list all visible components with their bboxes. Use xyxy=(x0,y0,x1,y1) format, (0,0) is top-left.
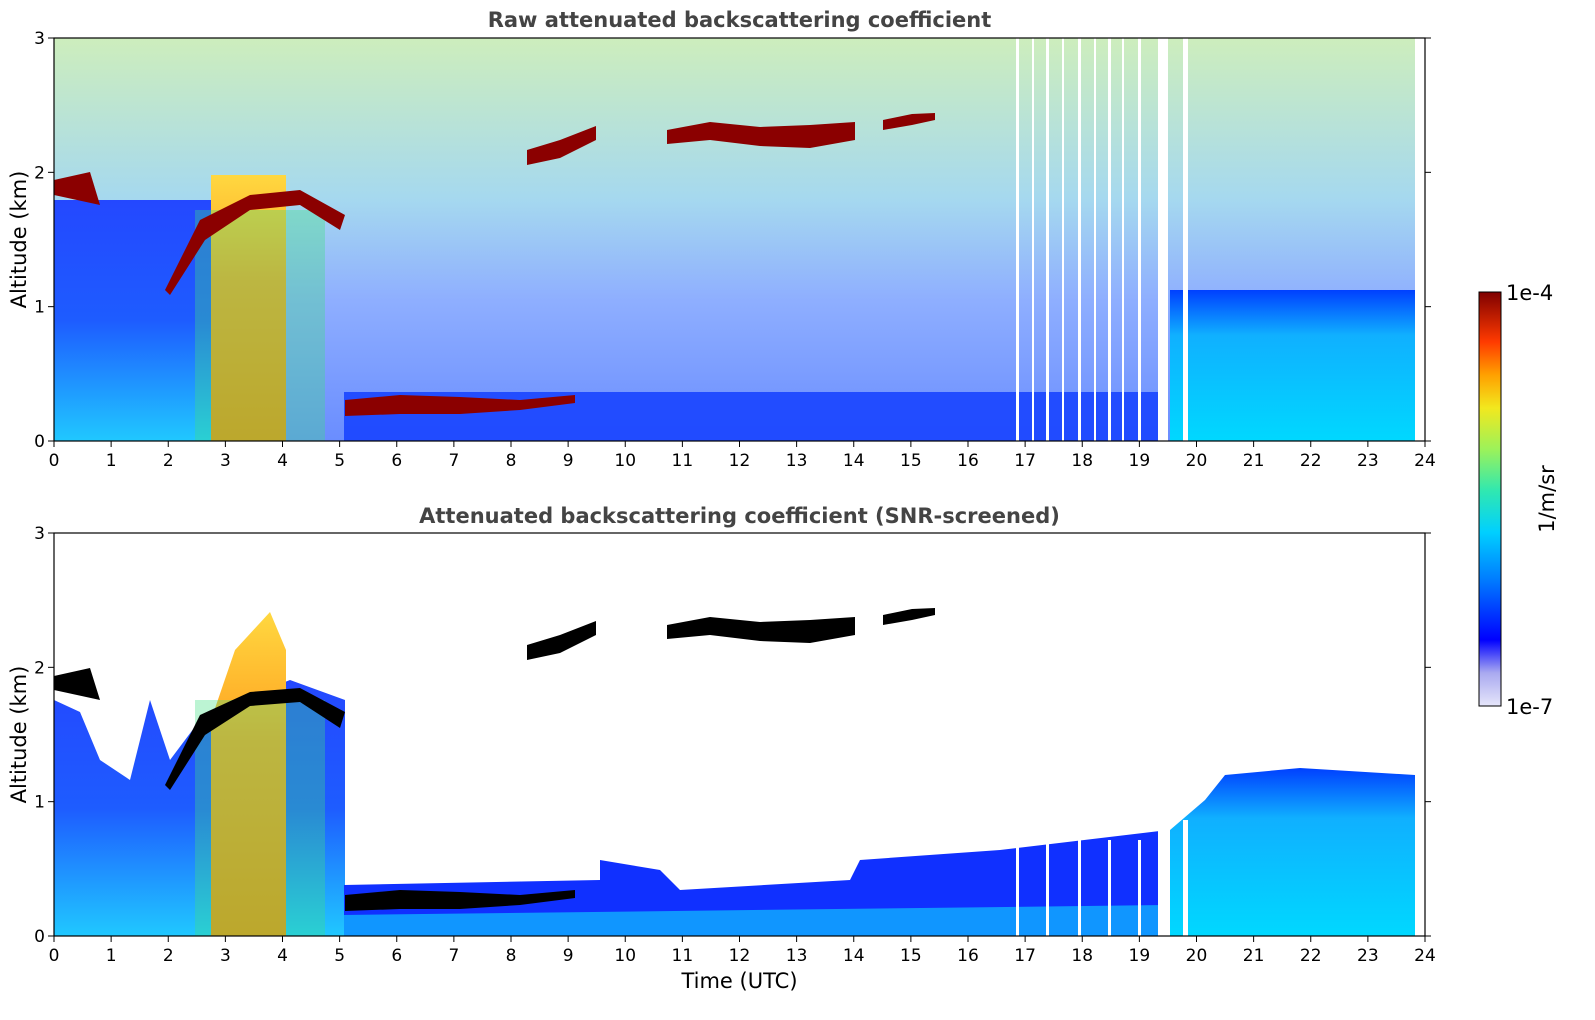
panel-screened-xtick-label: 24 xyxy=(1414,946,1436,966)
panel-raw-xtick-label: 24 xyxy=(1414,451,1436,471)
colorbar-min-label: 1e-7 xyxy=(1506,695,1553,719)
panel-screened-xtick-label: 9 xyxy=(563,946,574,966)
panel-raw-plume-halo xyxy=(195,210,325,441)
panel-raw-xtick-label: 23 xyxy=(1357,451,1379,471)
panel-raw-yticks: 0 1 2 3 xyxy=(34,29,1431,452)
panel-screened-boundary-layer-day-lower xyxy=(344,905,1168,936)
panel-screened-yticks: 0 1 2 3 xyxy=(34,524,1431,947)
panel-raw-xtick-label: 9 xyxy=(563,451,574,471)
panel-screened-xtick-label: 13 xyxy=(786,946,808,966)
panel-raw-xtick-label: 7 xyxy=(448,451,459,471)
panel-raw-ylabel: Altitude (km) xyxy=(7,171,31,309)
panel-raw-xtick-label: 2 xyxy=(163,451,174,471)
panel-screened-xtick-label: 3 xyxy=(220,946,231,966)
panel-screened-cloud-high-1 xyxy=(527,621,596,660)
panel-raw-cloud-high-2 xyxy=(667,122,855,148)
panel-screened-cloud-high-2 xyxy=(667,617,855,643)
panel-screened-xtick-label: 19 xyxy=(1129,946,1151,966)
panel-screened-xtick-label: 11 xyxy=(672,946,694,966)
panel-screened-cloud-high-3 xyxy=(883,608,935,625)
colorbar-gradient xyxy=(1478,291,1502,707)
panel-raw-cloud-rising xyxy=(165,190,345,295)
panel-raw-xtick-label: 1 xyxy=(106,451,117,471)
panel-screened-ytick-label: 1 xyxy=(34,793,45,813)
panel-raw-xtick-label: 0 xyxy=(49,451,60,471)
panel-raw-cloud-high-3 xyxy=(883,113,935,130)
panel-raw-xtick-label: 10 xyxy=(614,451,636,471)
panel-raw-xtick-label: 12 xyxy=(729,451,751,471)
panel-raw-xtick-label: 15 xyxy=(900,451,922,471)
panel-raw-xtick-label: 19 xyxy=(1129,451,1151,471)
panel-screened-ytick-label: 2 xyxy=(34,658,45,678)
panel-screened-xtick-label: 18 xyxy=(1071,946,1093,966)
panel-raw-ytick-label: 3 xyxy=(34,29,45,49)
panel-screened-xtick-label: 10 xyxy=(614,946,636,966)
panel-screened-xtick-label: 6 xyxy=(391,946,402,966)
panel-screened-xtick-label: 15 xyxy=(900,946,922,966)
panel-screened-boundary-layer-evening xyxy=(1170,768,1415,936)
panel-screened-xtick-label: 17 xyxy=(1014,946,1036,966)
panel-raw-title: Raw attenuated backscattering coefficien… xyxy=(488,8,992,32)
panel-screened-plume-halo xyxy=(195,700,325,936)
panel-raw: Raw attenuated backscattering coefficien… xyxy=(7,8,1436,471)
panel-screened-cloud-early xyxy=(54,668,100,700)
panel-screened-xlabel: Time (UTC) xyxy=(680,969,797,993)
panel-raw-xtick-label: 8 xyxy=(506,451,517,471)
panel-screened: Attenuated backscattering coefficient (S… xyxy=(7,504,1436,993)
panel-screened-xtick-label: 14 xyxy=(843,946,865,966)
panel-raw-plot-area xyxy=(54,38,1425,441)
panel-raw-boundary-layer-evening xyxy=(1170,290,1415,441)
panel-raw-xtick-label: 14 xyxy=(843,451,865,471)
panel-screened-cloud-rising xyxy=(165,688,345,790)
panel-raw-ytick-label: 0 xyxy=(34,432,45,452)
panel-raw-cloud-early xyxy=(54,172,100,205)
panel-screened-cloud-low xyxy=(345,890,575,911)
colorbar: 1e-4 1e-7 1/m/sr xyxy=(1478,281,1559,719)
panel-screened-xtick-label: 5 xyxy=(334,946,345,966)
panel-screened-xtick-label: 20 xyxy=(1186,946,1208,966)
panel-screened-xticks: 0 1 2 3 4 5 6 7 8 9 10 11 12 13 14 15 16 17 18 19 20 21 22 23 24 xyxy=(49,936,1436,966)
panel-raw-xtick-label: 4 xyxy=(277,451,288,471)
panel-raw-xtick-label: 13 xyxy=(786,451,808,471)
panel-raw-xtick-label: 3 xyxy=(220,451,231,471)
panel-raw-xtick-label: 22 xyxy=(1300,451,1322,471)
panel-raw-data-gaps xyxy=(1016,38,1425,441)
panel-screened-xtick-label: 22 xyxy=(1300,946,1322,966)
panel-raw-cloud-low xyxy=(345,395,575,416)
panel-raw-xtick-label: 11 xyxy=(672,451,694,471)
panel-screened-xtick-label: 21 xyxy=(1243,946,1265,966)
colorbar-max-label: 1e-4 xyxy=(1506,281,1553,305)
panel-screened-xtick-label: 4 xyxy=(277,946,288,966)
panel-screened-data-gaps xyxy=(1016,533,1425,936)
panel-raw-xtick-label: 17 xyxy=(1014,451,1036,471)
panel-screened-xtick-label: 8 xyxy=(506,946,517,966)
panel-screened-ytick-label: 0 xyxy=(34,927,45,947)
panel-raw-xtick-label: 20 xyxy=(1186,451,1208,471)
panel-screened-xtick-label: 1 xyxy=(106,946,117,966)
panel-screened-ylabel: Altitude (km) xyxy=(7,666,31,804)
panel-screened-plot-area xyxy=(54,533,1425,936)
panel-screened-xtick-label: 2 xyxy=(163,946,174,966)
panel-screened-xtick-label: 0 xyxy=(49,946,60,966)
panel-raw-xtick-label: 21 xyxy=(1243,451,1265,471)
panel-screened-xtick-label: 12 xyxy=(729,946,751,966)
panel-screened-ytick-label: 3 xyxy=(34,524,45,544)
panel-raw-ytick-label: 1 xyxy=(34,298,45,318)
panel-screened-xtick-label: 23 xyxy=(1357,946,1379,966)
panel-raw-xtick-label: 18 xyxy=(1071,451,1093,471)
colorbar-unit-label: 1/m/sr xyxy=(1535,465,1559,533)
panel-screened-xtick-label: 7 xyxy=(448,946,459,966)
panel-raw-xticks: 0 1 2 3 4 5 6 7 8 9 10 11 12 13 14 15 16 17 18 19 20 21 22 23 24 xyxy=(49,441,1436,471)
panel-raw-cloud-high-1 xyxy=(527,126,596,165)
panel-screened-title: Attenuated backscattering coefficient (S… xyxy=(419,504,1060,528)
panel-raw-xtick-label: 5 xyxy=(334,451,345,471)
panel-raw-ytick-label: 2 xyxy=(34,163,45,183)
panel-raw-xtick-label: 6 xyxy=(391,451,402,471)
panel-screened-xtick-label: 16 xyxy=(957,946,979,966)
panel-raw-xtick-label: 16 xyxy=(957,451,979,471)
